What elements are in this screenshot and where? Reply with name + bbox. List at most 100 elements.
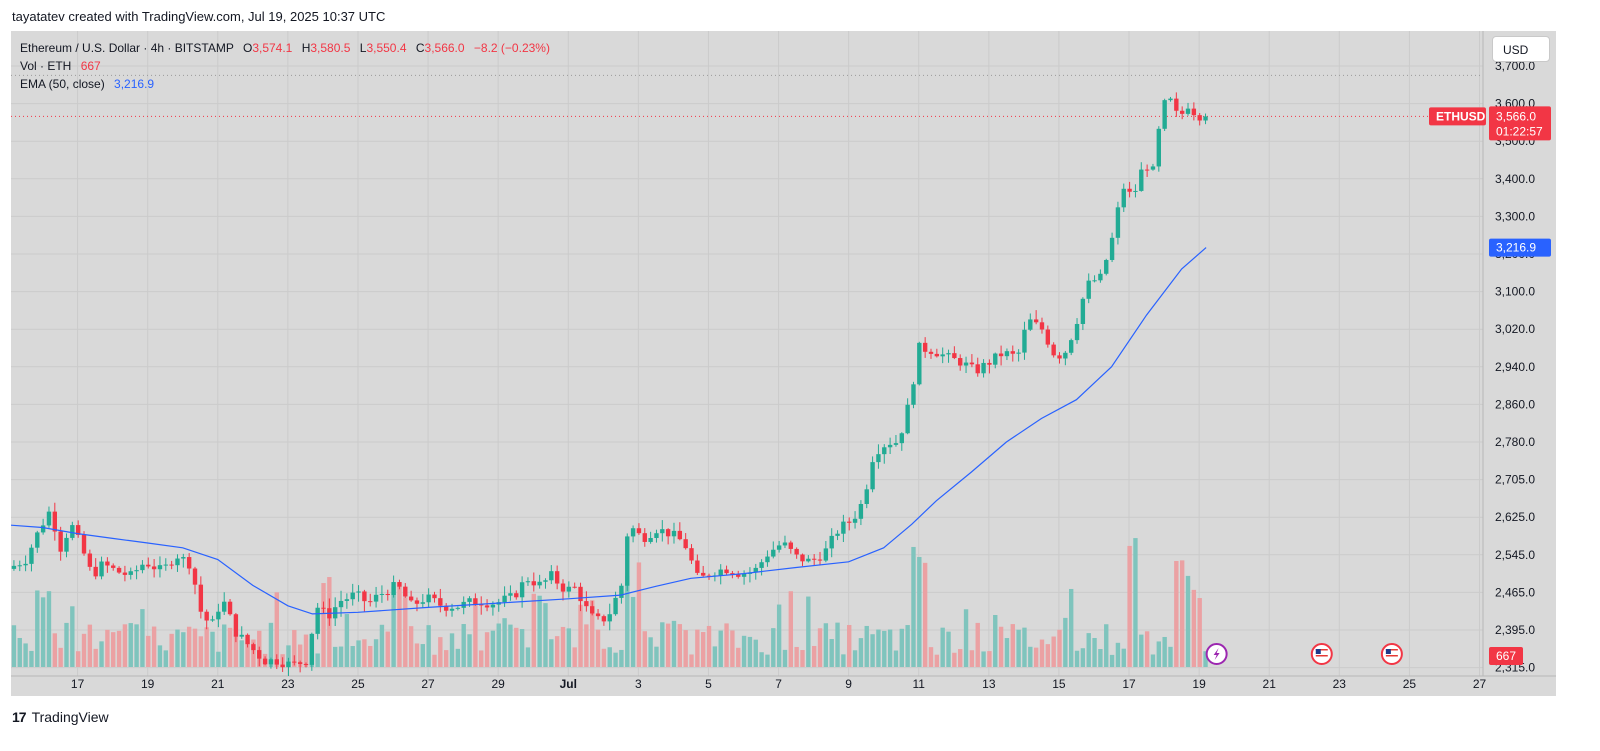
candle-body[interactable]: [940, 354, 945, 357]
candle-body[interactable]: [817, 559, 823, 561]
candle-body[interactable]: [1004, 351, 1010, 357]
candle-body[interactable]: [899, 433, 904, 444]
candle-body[interactable]: [163, 564, 168, 566]
candle-body[interactable]: [46, 511, 52, 526]
candle-body[interactable]: [1069, 340, 1074, 353]
legend-ema-row[interactable]: EMA (50, close) 3,216.9: [20, 75, 550, 93]
candle-body[interactable]: [408, 596, 414, 601]
candlesticks[interactable]: [11, 92, 1208, 677]
candle-body[interactable]: [601, 616, 607, 622]
legend-volume-row[interactable]: Vol · ETH 667: [20, 57, 550, 75]
candle-body[interactable]: [1168, 98, 1173, 101]
candle-body[interactable]: [134, 570, 139, 572]
candle-body[interactable]: [484, 605, 490, 608]
candle-body[interactable]: [438, 598, 443, 606]
candle-body[interactable]: [625, 536, 630, 586]
candle-body[interactable]: [905, 404, 910, 434]
last-price-badge[interactable]: [1489, 106, 1551, 141]
candle-body[interactable]: [800, 554, 805, 562]
ema-price-badge[interactable]: [1489, 238, 1551, 257]
candle-body[interactable]: [432, 594, 437, 599]
candle-body[interactable]: [99, 561, 104, 577]
candle-body[interactable]: [1039, 322, 1045, 330]
candle-body[interactable]: [858, 503, 864, 519]
candle-body[interactable]: [397, 582, 402, 587]
candle-body[interactable]: [607, 614, 612, 622]
candle-body[interactable]: [595, 613, 601, 617]
candle-body[interactable]: [227, 601, 233, 615]
candle-body[interactable]: [969, 362, 975, 365]
candle-body[interactable]: [40, 525, 46, 533]
candle-body[interactable]: [81, 534, 87, 554]
symbol-title[interactable]: Ethereum / U.S. Dollar · 4h · BITSTAMP: [20, 41, 234, 55]
candle-body[interactable]: [140, 564, 145, 571]
candle-body[interactable]: [998, 353, 1004, 357]
candle-body[interactable]: [864, 489, 869, 504]
candle-body[interactable]: [852, 518, 858, 523]
candle-body[interactable]: [64, 537, 69, 552]
candle-body[interactable]: [1074, 323, 1080, 341]
candle-body[interactable]: [379, 593, 385, 595]
candle-body[interactable]: [911, 384, 916, 405]
candle-body[interactable]: [204, 611, 209, 621]
candle-body[interactable]: [794, 548, 799, 555]
candle-body[interactable]: [1144, 169, 1150, 171]
candle-body[interactable]: [952, 353, 957, 359]
candle-body[interactable]: [192, 568, 198, 585]
currency-button[interactable]: USD: [1492, 36, 1550, 62]
candle-body[interactable]: [93, 566, 98, 577]
candle-body[interactable]: [105, 561, 110, 566]
candle-body[interactable]: [1115, 207, 1121, 238]
candle-body[interactable]: [806, 558, 811, 562]
candle-body[interactable]: [479, 604, 484, 606]
candle-body[interactable]: [1057, 355, 1062, 359]
candle-body[interactable]: [391, 582, 396, 596]
candle-body[interactable]: [1022, 329, 1027, 353]
candle-body[interactable]: [1045, 329, 1051, 345]
candle-body[interactable]: [216, 611, 221, 620]
candle-body[interactable]: [765, 556, 770, 563]
candle-body[interactable]: [309, 633, 315, 665]
candle-body[interactable]: [245, 634, 250, 645]
us-flag-icon[interactable]: [1380, 643, 1403, 665]
candle-body[interactable]: [344, 599, 350, 601]
candle-body[interactable]: [665, 529, 671, 537]
candle-body[interactable]: [1033, 319, 1039, 323]
candle-body[interactable]: [718, 569, 723, 576]
candle-body[interactable]: [146, 564, 151, 567]
candle-body[interactable]: [654, 533, 659, 538]
candle-body[interactable]: [403, 586, 408, 597]
candle-body[interactable]: [157, 565, 163, 570]
candle-body[interactable]: [52, 511, 57, 532]
candle-body[interactable]: [122, 572, 128, 575]
candle-body[interactable]: [578, 586, 583, 602]
candle-body[interactable]: [987, 362, 992, 365]
candle-body[interactable]: [841, 521, 846, 534]
candle-body[interactable]: [362, 591, 367, 602]
candle-body[interactable]: [671, 530, 677, 537]
candle-body[interactable]: [350, 592, 355, 600]
candle-body[interactable]: [151, 566, 157, 570]
candle-body[interactable]: [268, 659, 274, 665]
candle-body[interactable]: [210, 619, 215, 621]
candle-body[interactable]: [1051, 344, 1056, 356]
candle-body[interactable]: [531, 581, 536, 586]
candle-body[interactable]: [186, 557, 192, 569]
candle-body[interactable]: [519, 582, 525, 598]
candle-body[interactable]: [870, 462, 875, 490]
candle-body[interactable]: [975, 364, 980, 374]
candle-body[interactable]: [993, 353, 998, 365]
candle-body[interactable]: [286, 661, 291, 668]
candle-body[interactable]: [502, 595, 507, 603]
candle-body[interactable]: [1197, 115, 1202, 121]
candle-body[interactable]: [689, 548, 694, 561]
candle-body[interactable]: [683, 539, 688, 549]
candle-body[interactable]: [525, 581, 531, 583]
candle-body[interactable]: [338, 600, 344, 608]
candle-body[interactable]: [222, 601, 227, 612]
lightning-icon[interactable]: [1205, 643, 1228, 665]
candle-body[interactable]: [128, 571, 133, 575]
candle-body[interactable]: [537, 581, 542, 586]
time-axis[interactable]: 17 19 21 23 25 27 29 Jul 3 5 7 9 11 13 15 17 19 21 23 25 27: [71, 677, 1487, 691]
volume-badge[interactable]: [1489, 647, 1523, 665]
